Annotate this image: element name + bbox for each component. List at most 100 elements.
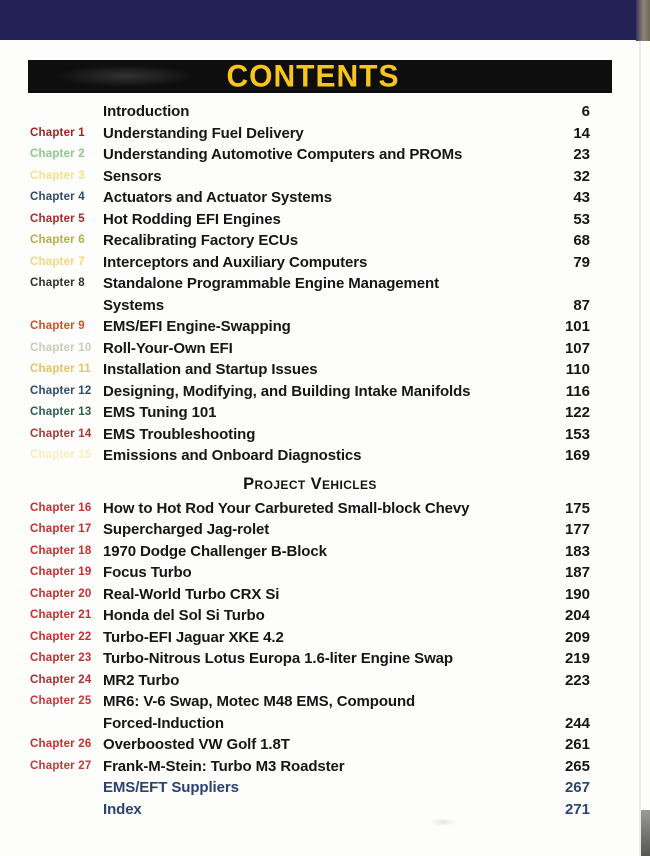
entry-title: Roll-Your-Own EFI (103, 338, 544, 360)
chapter-label: Chapter 2 (30, 148, 85, 160)
entry-title: Sensors (103, 166, 544, 188)
entry-title: Turbo-EFI Jaguar XKE 4.2 (103, 627, 544, 649)
toc-row: Chapter 8 Standalone Programmable Engine … (30, 273, 590, 316)
entry-title: Frank-M-Stein: Turbo M3 Roadster (103, 756, 544, 778)
entry-title: Focus Turbo (103, 562, 544, 584)
entry-title-line1: How to Hot Rod Your Carbureted Small-blo… (103, 499, 470, 517)
page-title: CONTENTS (226, 58, 400, 94)
entry-title-line1: Overboosted VW Golf 1.8T (103, 736, 290, 753)
entry-title-line1: EMS/EFI Engine-Swapping (103, 318, 291, 335)
page-number: 53 (573, 210, 590, 228)
entry-title-line1: Roll-Your-Own EFI (103, 339, 233, 357)
page-number: 23 (573, 146, 590, 163)
toc-row: Chapter 23 Turbo-Nitrous Lotus Europa 1.6… (30, 648, 590, 670)
entry-title: Understanding Automotive Computers and P… (103, 144, 544, 166)
page-number: 122 (564, 404, 590, 421)
entry-title-line1: Supercharged Jag-rolet (103, 521, 270, 538)
page-edge-shadow (639, 40, 641, 856)
entry-title-line1: Interceptors and Auxiliary Computers (103, 253, 368, 271)
toc-row: EMS/EFT Suppliers 267 (30, 777, 590, 799)
entry-title-line2: Forced-Induction (103, 714, 224, 732)
toc-row: Chapter 25 MR6: V-6 Swap, Motec M48 EMS, … (30, 691, 590, 734)
entry-title: Turbo-Nitrous Lotus Europa 1.6-liter Eng… (103, 648, 544, 670)
chapter-label: Chapter 10 (30, 341, 92, 354)
entry-title-line1: Understanding Fuel Delivery (103, 124, 304, 142)
chapter-label: Chapter 24 (30, 673, 92, 686)
chapter-label: Chapter 16 (30, 501, 92, 514)
entry-title-line1: MR2 Turbo (103, 671, 180, 689)
page-number: 175 (564, 499, 590, 517)
entry-title-line1: Index (103, 800, 142, 818)
entry-title-line1: Sensors (103, 167, 162, 185)
chapter-label: Chapter 6 (30, 234, 85, 246)
page-number: 153 (564, 425, 590, 443)
entry-title-line1: Hot Rodding EFI Engines (103, 210, 281, 228)
chapter-label: Chapter 8 (30, 277, 85, 289)
entry-title: EMS/EFT Suppliers (103, 777, 544, 799)
page-number: 169 (564, 447, 590, 464)
chapter-label: Chapter 19 (30, 566, 92, 578)
entry-title-line1: Focus Turbo (103, 564, 192, 581)
entry-title-line1: Understanding Automotive Computers and P… (103, 146, 463, 163)
entry-title: Hot Rodding EFI Engines (103, 209, 544, 231)
entry-title-line1: Actuators and Actuator Systems (103, 189, 333, 206)
entry-title-line1: Recalibrating Factory ECUs (103, 232, 298, 249)
chapter-label: Chapter 11 (30, 363, 91, 375)
chapter-label: Chapter 3 (30, 169, 85, 182)
chapter-label: Chapter 7 (30, 255, 85, 268)
entry-title-line1: MR6: V-6 Swap, Motec M48 EMS, Compound (103, 693, 416, 710)
entry-title: Real-World Turbo CRX Si (103, 584, 544, 606)
chapter-label: Chapter 14 (30, 427, 92, 440)
entry-title: Understanding Fuel Delivery (103, 123, 544, 145)
page-number: 14 (573, 124, 590, 142)
entry-title-line2: Systems (103, 296, 165, 314)
page-number: 261 (564, 736, 590, 753)
chapter-label: Chapter 4 (30, 191, 85, 203)
entry-title: Index (103, 799, 544, 821)
page-number: 204 (564, 607, 590, 624)
page-number: 101 (564, 318, 590, 335)
page-number: 79 (573, 253, 590, 271)
chapter-label: Chapter 26 (30, 738, 92, 750)
page-number: 244 (564, 714, 590, 732)
entry-title-line1: EMS Troubleshooting (103, 425, 256, 443)
toc-row: Chapter 16 How to Hot Rod Your Carbureted… (30, 498, 590, 520)
chapter-label: Chapter 5 (30, 212, 85, 225)
entry-title-line1: Standalone Programmable Engine Managemen… (103, 275, 439, 292)
toc-row: Index 271 (30, 799, 590, 821)
chapter-label: Chapter 20 (30, 587, 92, 600)
section-heading: Project Vehicles (243, 474, 377, 493)
chapter-label: Chapter 25 (30, 695, 92, 707)
page-number: 271 (564, 800, 590, 818)
toc-row: Chapter 24 MR2 Turbo 223 (30, 670, 590, 692)
page-number: 223 (564, 671, 590, 689)
toc-row: Chapter 19 Focus Turbo 187 (30, 562, 590, 584)
chapter-label: Chapter 21 (30, 609, 92, 621)
chapter-label: Chapter 9 (30, 320, 85, 332)
entry-title-line1: Frank-M-Stein: Turbo M3 Roadster (103, 757, 345, 775)
toc-row: Chapter 26 Overboosted VW Golf 1.8T 261 (30, 734, 590, 756)
page-number: 265 (564, 757, 590, 775)
entry-title: Supercharged Jag-rolet (103, 519, 544, 541)
page-number: 267 (564, 779, 590, 796)
chapter-label: Chapter 13 (30, 406, 92, 418)
toc-row: Chapter 13 EMS Tuning 101 122 (30, 402, 590, 424)
entry-title: Standalone Programmable Engine Managemen… (103, 273, 544, 316)
entry-title: Recalibrating Factory ECUs (103, 230, 544, 252)
entry-title: How to Hot Rod Your Carbureted Small-blo… (103, 498, 544, 520)
page-number: 87 (573, 296, 590, 314)
toc-row: Chapter 12 Designing, Modifying, and Buil… (30, 381, 590, 403)
page-edge-right (641, 40, 650, 856)
entry-title: Installation and Startup Issues (103, 359, 544, 381)
chapter-label: Chapter 23 (30, 652, 92, 664)
page-edge-top-right (636, 0, 650, 41)
page-number: 110 (565, 361, 590, 378)
entry-title: Introduction (103, 101, 544, 123)
page-number: 32 (573, 167, 590, 185)
toc-row: Chapter 18 1970 Dodge Challenger B-Block 1… (30, 541, 590, 563)
contents-title-bar: CONTENTS (28, 58, 612, 94)
page-number: 190 (564, 585, 590, 603)
page-number: 177 (564, 521, 590, 538)
scan-smudge (430, 818, 456, 826)
toc-row: Chapter 3 Sensors 32 (30, 166, 590, 188)
